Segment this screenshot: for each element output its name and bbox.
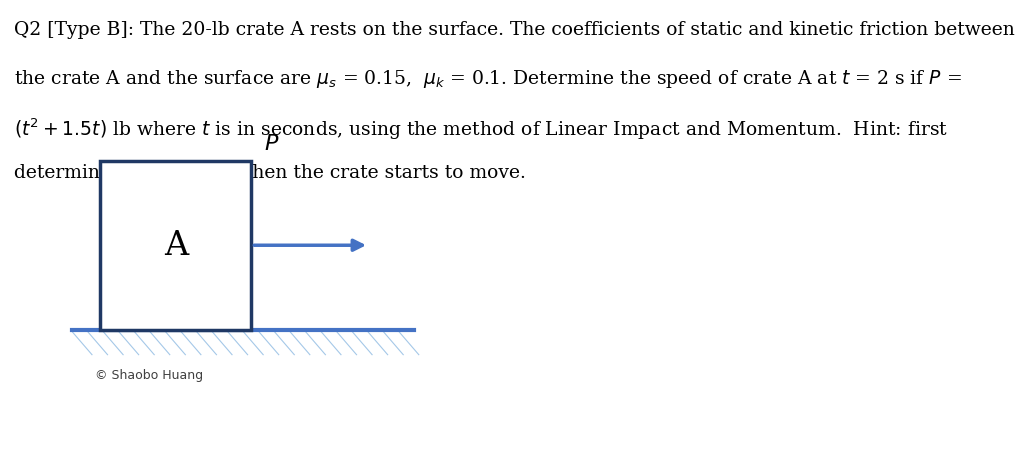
Bar — [100, 162, 251, 330]
Text: Q2 [Type B]: The 20-lb crate A rests on the surface. The coefficients of static : Q2 [Type B]: The 20-lb crate A rests on … — [14, 20, 1015, 38]
Text: $(t^2 + 1.5t)$ lb where $t$ is in seconds, using the method of Linear Impact and: $(t^2 + 1.5t)$ lb where $t$ is in second… — [14, 116, 948, 142]
Text: $P$: $P$ — [264, 133, 279, 155]
Text: determine the moment when the crate starts to move.: determine the moment when the crate star… — [14, 164, 526, 182]
Text: the crate A and the surface are $\mu_s$ = 0.15,  $\mu_k$ = 0.1. Determine the sp: the crate A and the surface are $\mu_s$ … — [14, 68, 962, 90]
Text: A: A — [164, 230, 188, 262]
Text: © Shaobo Huang: © Shaobo Huang — [95, 369, 203, 382]
